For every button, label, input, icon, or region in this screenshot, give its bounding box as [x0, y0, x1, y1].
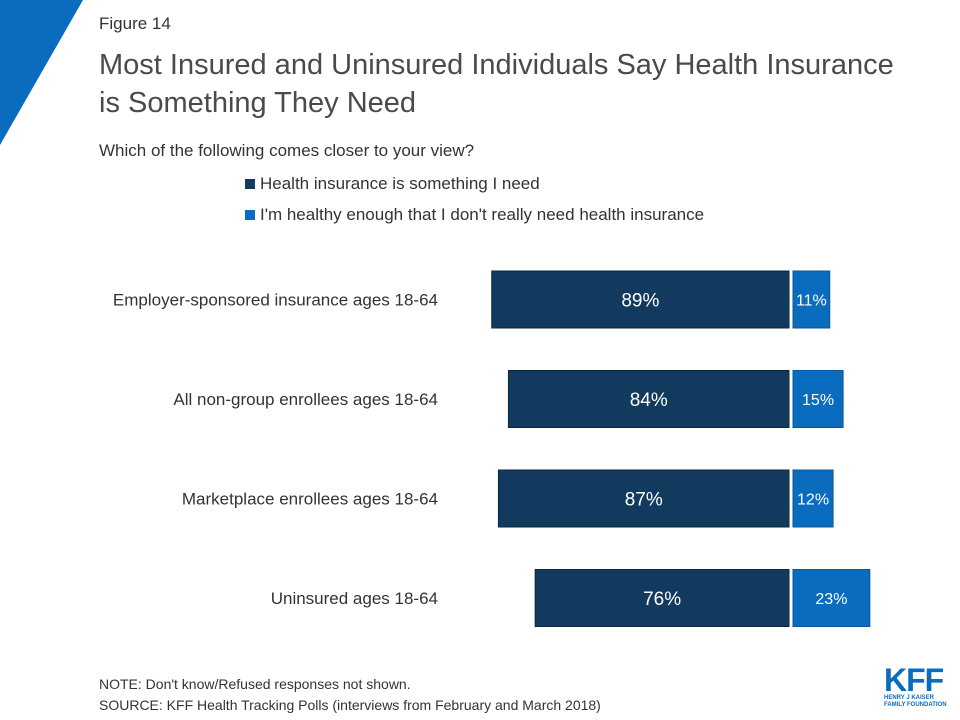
data-label-dont-need: 11% [796, 293, 827, 310]
category-label: Uninsured ages 18-64 [271, 589, 438, 608]
legend-item-dont-need: I'm healthy enough that I don't really n… [245, 205, 704, 225]
kff-logo: KFF HENRY J KAISER FAMILY FOUNDATION [884, 662, 954, 709]
bar-dont-need [792, 569, 871, 627]
data-label-dont-need: 23% [815, 591, 847, 608]
bar-need [534, 569, 790, 627]
data-label-need: 84% [630, 390, 668, 411]
footnote: NOTE: Don't know/Refused responses not s… [99, 676, 411, 692]
bar-dont-need [792, 370, 844, 428]
category-label: All non-group enrollees ages 18-64 [173, 390, 438, 409]
bar-dont-need [792, 270, 831, 329]
source-note: SOURCE: KFF Health Tracking Polls (inter… [99, 697, 601, 713]
logo-line-2: FAMILY FOUNDATION [884, 702, 947, 708]
category-label: Employer-sponsored insurance ages 18-64 [113, 291, 438, 310]
bar-need [491, 270, 790, 329]
data-label-dont-need: 12% [797, 492, 829, 509]
bar-need [507, 370, 790, 428]
chart-title: Most Insured and Uninsured Individuals S… [99, 49, 894, 119]
logo-line-1: HENRY J KAISER [884, 695, 935, 701]
corner-accent-triangle [0, 0, 83, 145]
legend-label-dont-need: I'm healthy enough that I don't really n… [260, 205, 705, 224]
bar-dont-need [792, 469, 834, 528]
legend-swatch-need [245, 179, 255, 189]
data-label-need: 87% [625, 490, 663, 511]
data-label-dont-need: 15% [802, 392, 834, 409]
bar-need [497, 469, 790, 528]
category-label: Marketplace enrollees ages 18-64 [182, 490, 438, 509]
legend-label-need: Health insurance is something I need [260, 174, 540, 193]
data-label-need: 89% [621, 291, 659, 312]
chart-subtitle: Which of the following comes closer to y… [99, 141, 475, 160]
data-label-need: 76% [643, 589, 681, 610]
logo-letters: KFF [884, 662, 944, 698]
figure-label: Figure 14 [99, 14, 171, 33]
legend-swatch-dont-need [245, 210, 255, 220]
legend-item-need: Health insurance is something I need [245, 174, 540, 194]
